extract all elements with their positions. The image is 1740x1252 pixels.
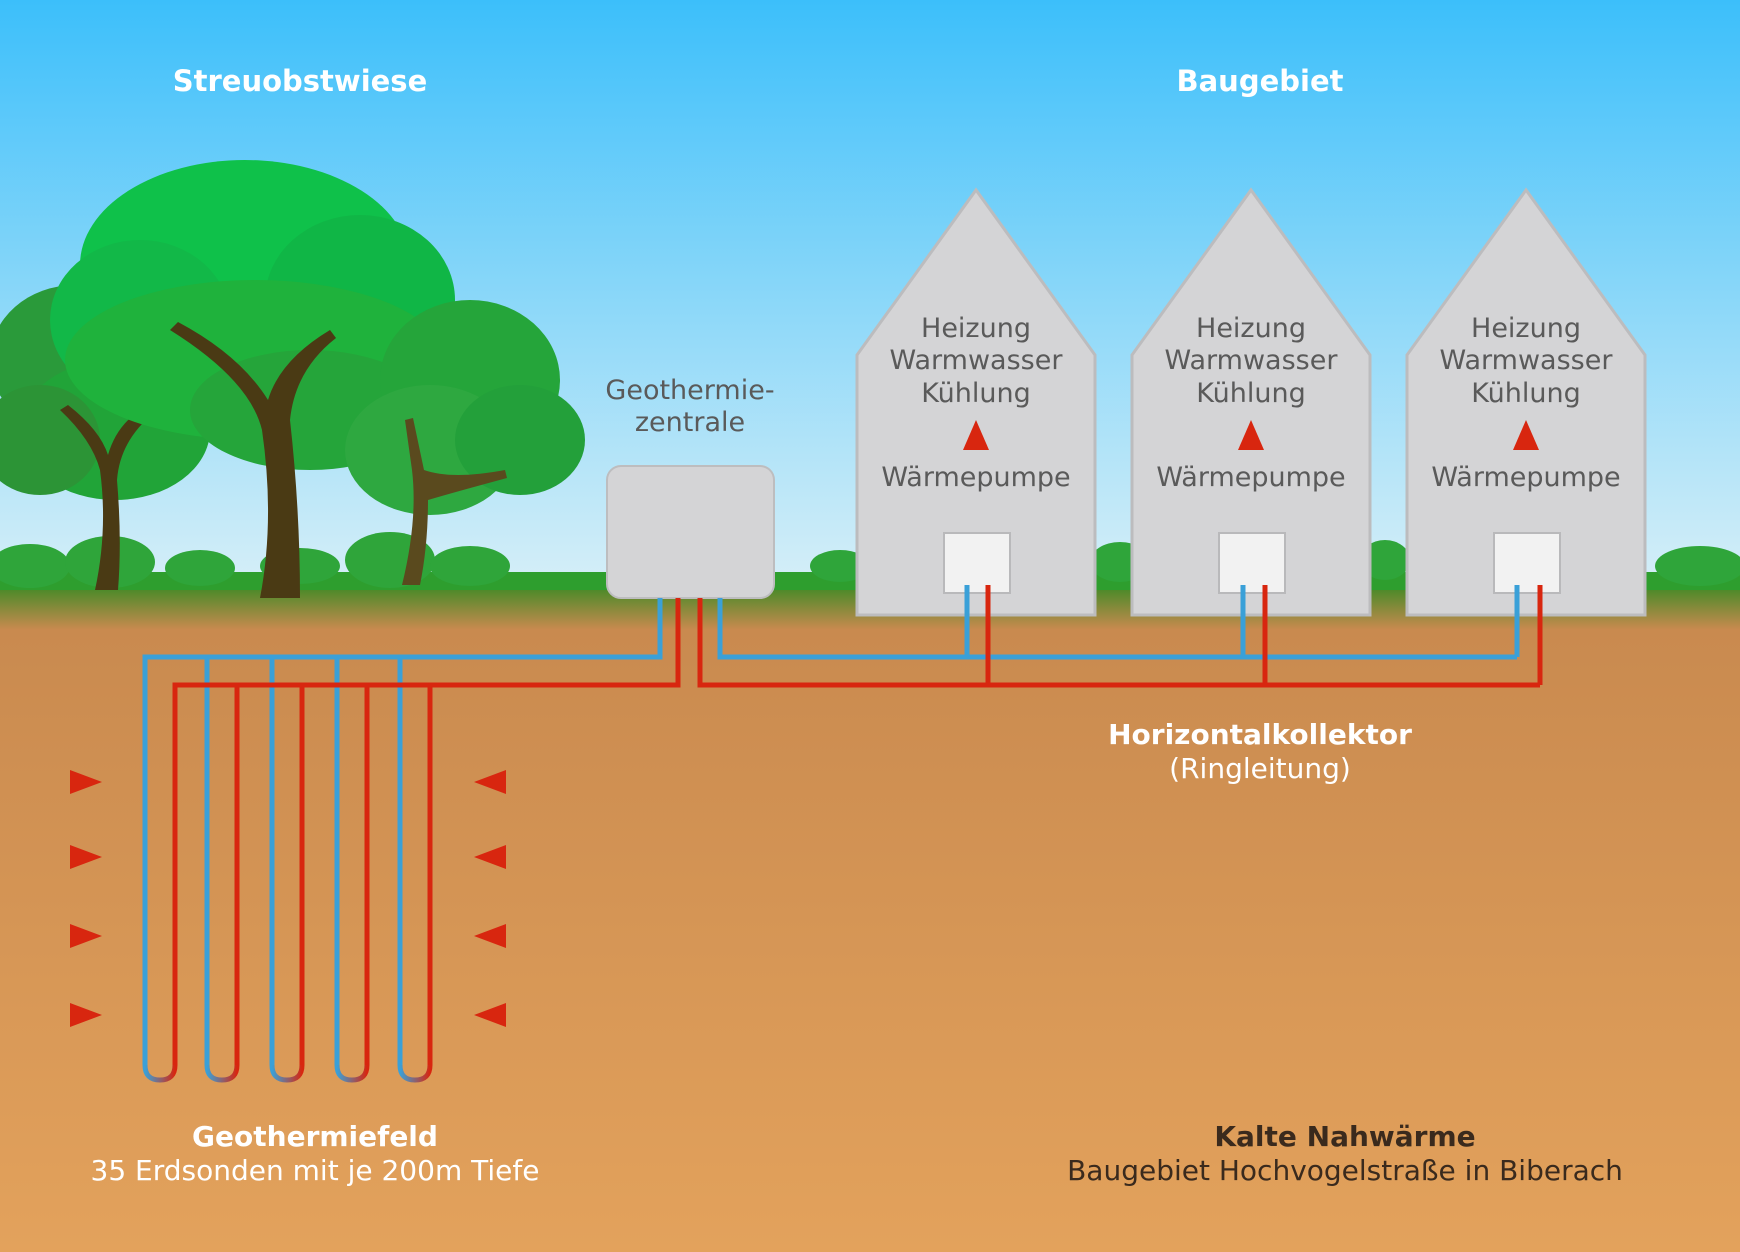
house-2-labels: Heizung Warmwasser Kühlung Wärmepumpe xyxy=(1136,313,1366,495)
up-arrow-icon xyxy=(963,420,989,451)
heat-pump-box-2 xyxy=(1218,532,1286,594)
up-arrow-icon xyxy=(1513,420,1539,451)
field-title: Geothermiefeld xyxy=(192,1120,438,1153)
house-1 xyxy=(855,187,1097,617)
use-cooling: Kühlung xyxy=(921,377,1031,409)
project-subtitle: Baugebiet Hochvogelstraße in Biberach xyxy=(1067,1153,1623,1187)
orchard-label: Streuobstwiese xyxy=(172,64,428,98)
house-2 xyxy=(1130,187,1372,617)
use-cooling: Kühlung xyxy=(1196,377,1306,409)
use-heating: Heizung xyxy=(921,313,1031,344)
use-hot-water: Warmwasser xyxy=(1439,345,1613,377)
use-heating: Heizung xyxy=(1196,313,1306,344)
heat-pump-box-3 xyxy=(1493,532,1561,594)
borehole-pipes xyxy=(142,598,681,1083)
heat-pump-label: Wärmepumpe xyxy=(1431,462,1621,494)
building-area-label: Baugebiet xyxy=(1176,64,1344,98)
heat-flow-arrows-right xyxy=(474,770,506,1027)
heat-flow-arrows-left xyxy=(70,770,102,1027)
use-cooling: Kühlung xyxy=(1471,377,1581,409)
heat-pump-label: Wärmepumpe xyxy=(881,462,1071,494)
use-heating: Heizung xyxy=(1471,313,1581,344)
center-label-line1: Geothermie- xyxy=(605,375,775,406)
use-hot-water: Warmwasser xyxy=(889,345,1063,377)
collector-subtitle: (Ringleitung) xyxy=(1169,751,1351,785)
collector-title: Horizontalkollektor xyxy=(1108,718,1412,751)
house-1-labels: Heizung Warmwasser Kühlung Wärmepumpe xyxy=(861,313,1091,495)
project-title: Kalte Nahwärme xyxy=(1214,1120,1476,1153)
house-3 xyxy=(1405,187,1647,617)
use-hot-water: Warmwasser xyxy=(1164,345,1338,377)
geothermie-zentrale-box xyxy=(606,465,775,599)
geothermie-zentrale-label: Geothermie- zentrale xyxy=(575,375,805,440)
house-3-labels: Heizung Warmwasser Kühlung Wärmepumpe xyxy=(1411,313,1641,495)
heat-pump-label: Wärmepumpe xyxy=(1156,462,1346,494)
up-arrow-icon xyxy=(1238,420,1264,451)
soil xyxy=(0,590,1740,1252)
horizontal-collector-label: Horizontalkollektor (Ringleitung) xyxy=(1060,718,1460,785)
project-label: Kalte Nahwärme Baugebiet Hochvogelstraße… xyxy=(1035,1120,1655,1187)
field-subtitle: 35 Erdsonden mit je 200m Tiefe xyxy=(90,1153,540,1187)
geothermal-field-label: Geothermiefeld 35 Erdsonden mit je 200m … xyxy=(70,1120,560,1187)
center-label-line2: zentrale xyxy=(634,407,746,439)
heat-pump-box-1 xyxy=(943,532,1011,594)
tree-right xyxy=(345,300,585,585)
ring-line-pipes xyxy=(697,585,1543,688)
